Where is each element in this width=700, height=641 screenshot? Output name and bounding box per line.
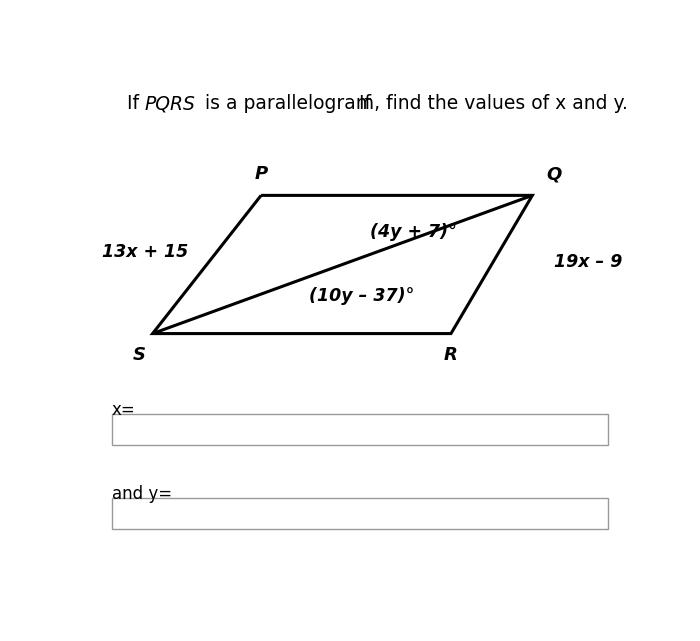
Text: is a parallelogram, find the values of x and y.: is a parallelogram, find the values of x… <box>199 94 628 113</box>
Text: P: P <box>255 165 267 183</box>
Text: If: If <box>358 94 377 113</box>
Text: R: R <box>444 346 458 364</box>
Text: If: If <box>127 94 145 113</box>
Text: 19x – 9: 19x – 9 <box>554 253 622 271</box>
Text: S: S <box>133 346 146 364</box>
Text: (10y – 37)°: (10y – 37)° <box>309 287 414 305</box>
Text: PQRS: PQRS <box>144 94 195 113</box>
Text: x=: x= <box>112 401 136 419</box>
FancyBboxPatch shape <box>112 498 608 529</box>
Text: Q: Q <box>546 165 561 183</box>
Text: and y=: and y= <box>112 485 172 503</box>
Text: 13x + 15: 13x + 15 <box>102 243 188 261</box>
Text: (4y + 7)°: (4y + 7)° <box>370 224 456 242</box>
FancyBboxPatch shape <box>112 414 608 445</box>
